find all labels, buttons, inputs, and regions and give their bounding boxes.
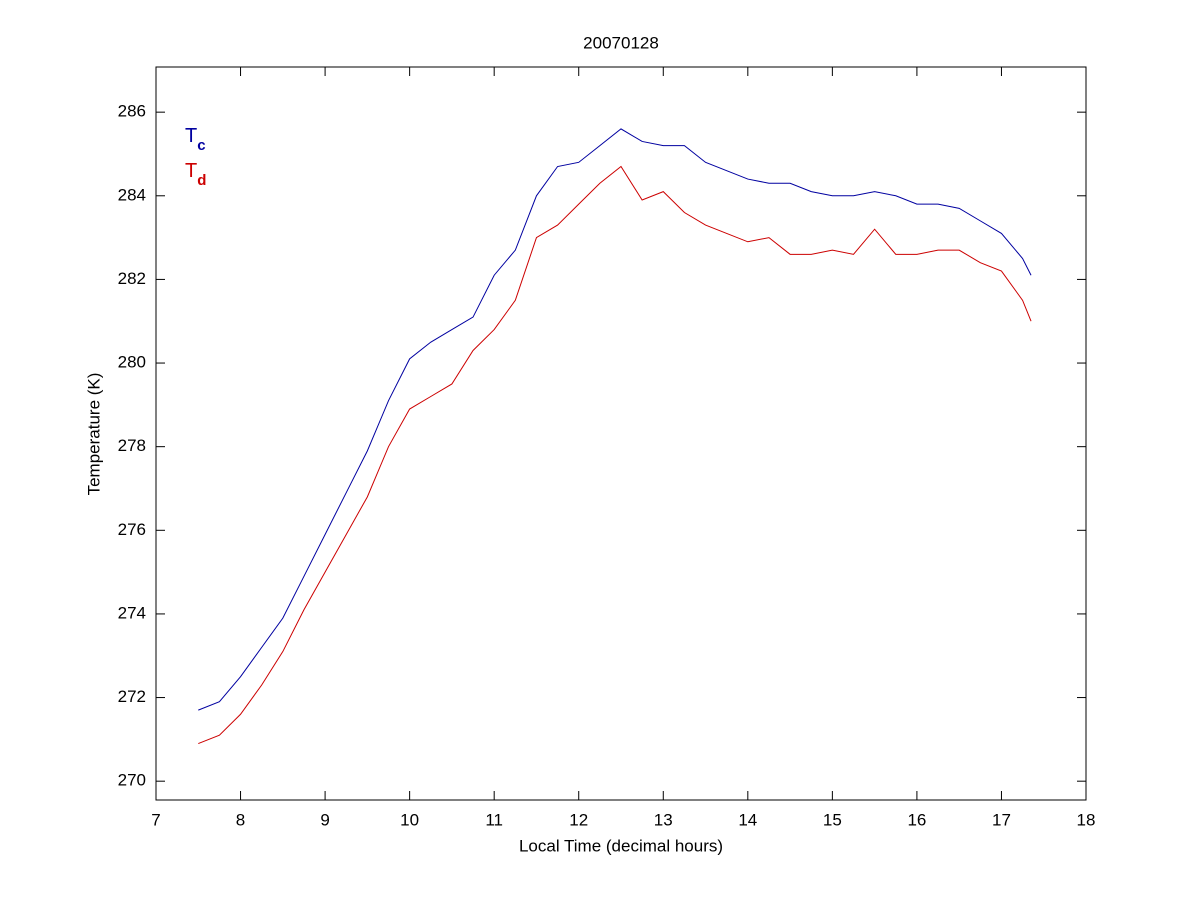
x-tick-label: 11: [485, 810, 503, 829]
legend-entry: Tc: [185, 125, 206, 154]
series-line: [198, 128, 1032, 711]
x-axis-label: Local Time (decimal hours): [519, 836, 723, 855]
x-tick-label: 7: [151, 810, 160, 829]
legend-letter: T: [185, 160, 197, 182]
x-tick-label: 18: [1077, 810, 1096, 829]
chart-title: 20070128: [583, 33, 659, 52]
plot-frame: [155, 66, 1087, 801]
legend-subscript: d: [197, 172, 206, 189]
y-axis-label: Temperature (K): [84, 373, 103, 496]
y-tick-label: 286: [118, 102, 146, 121]
y-tick-label: 282: [118, 269, 146, 288]
y-tick-label: 272: [118, 687, 146, 706]
series-line: [198, 165, 1032, 745]
x-tick-label: 8: [236, 810, 245, 829]
y-tick-label: 278: [118, 436, 146, 455]
y-tick-label: 276: [118, 520, 146, 539]
y-tick-label: 280: [118, 353, 146, 372]
x-tick-label: 10: [400, 810, 419, 829]
x-tick-label: 13: [654, 810, 673, 829]
x-tick-label: 15: [823, 810, 842, 829]
y-tick-label: 274: [118, 603, 146, 622]
x-tick-label: 16: [907, 810, 926, 829]
legend-entry: Td: [185, 160, 206, 189]
x-tick-label: 17: [992, 810, 1011, 829]
x-tick-label: 14: [738, 810, 757, 829]
legend-letter: T: [185, 125, 197, 147]
x-tick-label: 9: [320, 810, 329, 829]
legend-subscript: c: [197, 137, 205, 154]
x-tick-label: 12: [569, 810, 588, 829]
y-tick-label: 284: [118, 185, 146, 204]
y-tick-label: 270: [118, 771, 146, 790]
